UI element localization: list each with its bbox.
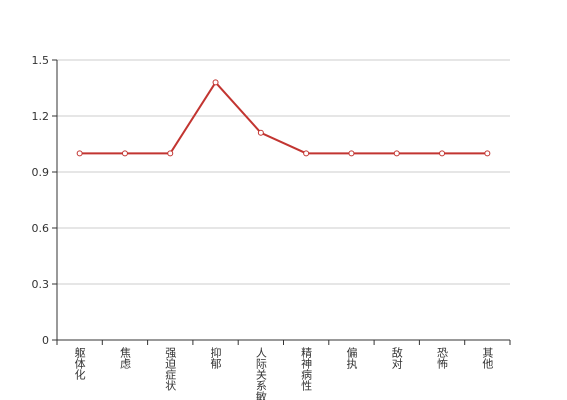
x-tick-label: 焦虑: [118, 347, 131, 369]
point: [76, 150, 83, 157]
x-tick-label: 抑郁: [209, 346, 222, 369]
y-tick-label: 0.3: [32, 278, 50, 291]
point: [393, 150, 400, 157]
point: [348, 150, 355, 157]
point: [212, 79, 219, 86]
point: [439, 150, 446, 157]
point: [303, 150, 310, 157]
point: [257, 129, 264, 136]
x-tick-label: 强迫症状: [164, 347, 177, 391]
point: [484, 150, 491, 157]
x-tick-label: 其他: [481, 347, 494, 369]
line: [79, 80, 488, 155]
x-tick-label: 躯体化: [73, 347, 86, 381]
x-tick-label: 敌对: [390, 346, 403, 369]
y-tick-label: 0.9: [32, 166, 50, 179]
x-tick-label: 偏执: [345, 346, 358, 370]
point: [121, 150, 128, 157]
x-tick-label: 精神病性: [300, 347, 313, 392]
point: [167, 150, 174, 157]
y-tick-label: 1.5: [32, 54, 50, 67]
x-tick-label: 人际关系敏感: [254, 347, 267, 400]
y-tick-label: 0: [42, 334, 49, 347]
y-tick-label: 0.6: [32, 222, 50, 235]
x-tick-label: 恐怖: [436, 347, 449, 369]
y-tick-label: 1.2: [32, 110, 50, 123]
